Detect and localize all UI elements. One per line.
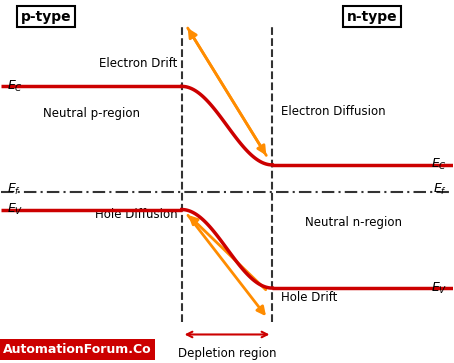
Text: $E_f$: $E_f$ <box>433 182 448 197</box>
Text: Depletion region: Depletion region <box>178 347 276 360</box>
Text: n-type: n-type <box>346 10 397 24</box>
Text: Neutral p-region: Neutral p-region <box>43 107 140 120</box>
Text: $E_C$: $E_C$ <box>6 79 23 94</box>
Text: $E_f$: $E_f$ <box>6 182 21 197</box>
Text: Electron Diffusion: Electron Diffusion <box>281 105 386 118</box>
Text: p-type: p-type <box>20 10 71 24</box>
Text: $E_V$: $E_V$ <box>431 281 448 295</box>
Text: Hole Diffusion: Hole Diffusion <box>94 208 177 221</box>
Text: Neutral n-region: Neutral n-region <box>305 216 402 229</box>
Text: Hole Drift: Hole Drift <box>281 290 338 303</box>
Text: AutomationForum.Co: AutomationForum.Co <box>3 343 152 356</box>
Text: Electron Drift: Electron Drift <box>99 57 177 70</box>
Text: $E_V$: $E_V$ <box>6 202 23 217</box>
Text: $E_C$: $E_C$ <box>431 158 448 172</box>
